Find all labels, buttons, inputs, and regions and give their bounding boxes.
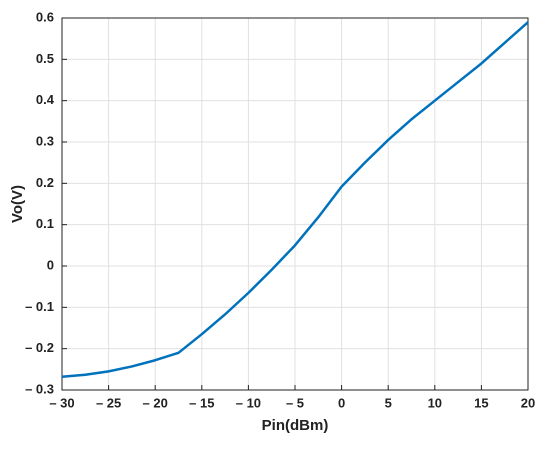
- y-tick-label: 0.1: [36, 216, 54, 231]
- y-tick-label: 0.6: [36, 9, 54, 24]
- y-tick-label: 0.5: [36, 51, 54, 66]
- y-tick-label: – 0.1: [25, 299, 54, 314]
- x-tick-label: 0: [338, 395, 345, 410]
- x-tick-label: – 5: [286, 395, 304, 410]
- x-tick-label: 20: [521, 395, 535, 410]
- x-tick-label: 5: [385, 395, 392, 410]
- x-tick-label: – 15: [189, 395, 214, 410]
- x-tick-label: – 10: [236, 395, 261, 410]
- x-tick-label: 15: [474, 395, 488, 410]
- y-tick-label: 0.2: [36, 175, 54, 190]
- y-tick-label: – 0.3: [25, 381, 54, 396]
- y-tick-label: – 0.2: [25, 340, 54, 355]
- x-axis-label: Pin(dBm): [262, 417, 329, 434]
- x-tick-label: – 25: [96, 395, 121, 410]
- y-tick-label: 0.3: [36, 133, 54, 148]
- plot-frame: [61, 17, 529, 391]
- x-tick-label: – 30: [49, 395, 74, 410]
- y-tick-label: 0: [47, 257, 54, 272]
- x-tick-label: – 20: [143, 395, 168, 410]
- y-tick-label: 0.4: [36, 92, 55, 107]
- x-tick-label: 10: [428, 395, 442, 410]
- data-line: [61, 21, 529, 379]
- y-axis-label: Vo(V): [9, 185, 26, 223]
